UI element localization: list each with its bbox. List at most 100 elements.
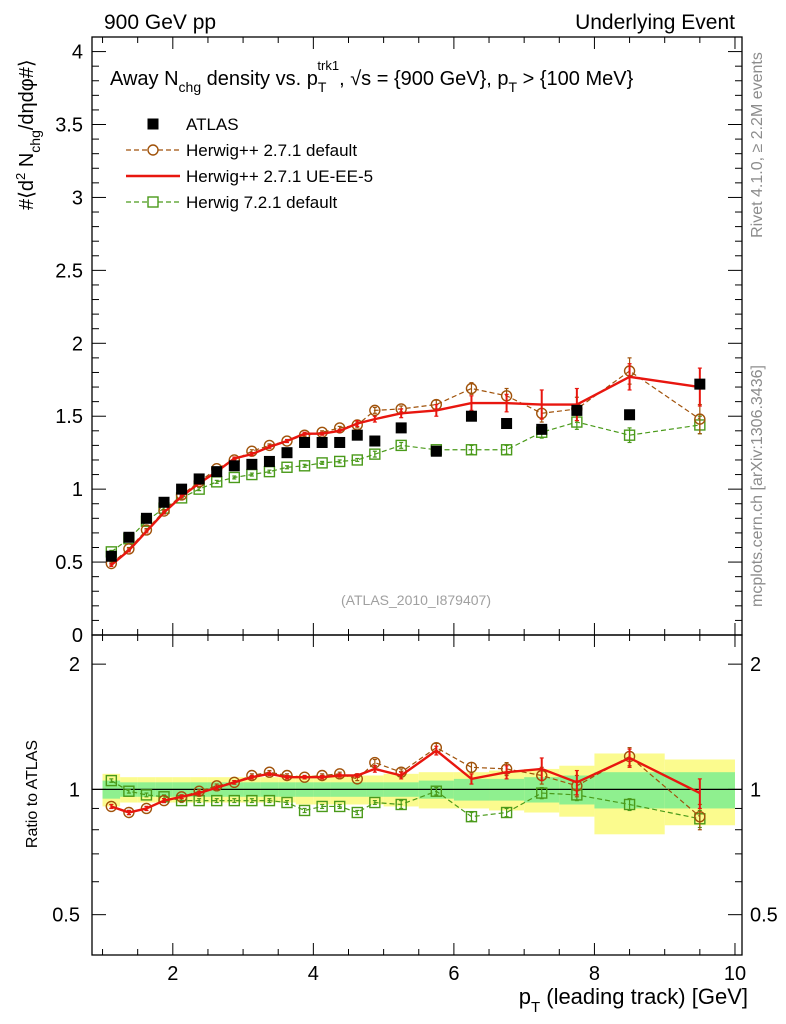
rivet-version-label: Rivet 4.1.0, ≥ 2.2M events	[749, 52, 766, 238]
x-tick-label: 4	[308, 963, 319, 985]
x-axis-label: pT (leading track) [GeV]	[519, 984, 748, 1016]
main-atlas-point	[536, 423, 548, 435]
main-atlas-point	[571, 404, 583, 416]
main-y-tick-label: 2	[72, 333, 83, 355]
ratio-marker-herwig-7-2-1-default	[246, 794, 258, 807]
main-marker-herwig-7-2-1-default	[395, 439, 407, 452]
main-atlas-point	[316, 436, 328, 448]
main-marker-herwig-7-2-1-default	[351, 454, 363, 466]
main-atlas-point	[158, 496, 170, 508]
main-y-tick-label: 0.5	[55, 552, 83, 574]
main-line-herwig-2-7-1-ue-ee-5	[110, 375, 701, 566]
ratio-line-herwig-2-7-1-ue-ee-5	[110, 749, 701, 814]
main-atlas-point	[246, 458, 258, 470]
ratio-marker-herwig-2-7-1-default	[334, 768, 346, 780]
x-tick-label: 8	[589, 963, 600, 985]
ratio-marker-herwig-2-7-1-default	[263, 766, 276, 778]
mcplots-reference-label: mcplots.cern.ch [arXiv:1306.3436]	[749, 365, 766, 607]
main-plot-series	[105, 357, 706, 570]
main-marker-herwig-7-2-1-default	[334, 455, 346, 468]
main-marker-herwig-2-7-1-default	[369, 404, 381, 417]
legend-marker-circle	[147, 144, 159, 156]
main-marker-herwig-7-2-1-default	[228, 471, 240, 484]
ratio-y-tick-label-right: 1	[750, 779, 761, 801]
ratio-marker-herwig-7-2-1-default	[316, 800, 328, 813]
main-atlas-point	[369, 435, 381, 447]
main-atlas-point	[694, 378, 706, 390]
main-atlas-point	[430, 445, 442, 457]
main-marker-herwig-2-7-1-default	[281, 435, 293, 447]
main-plot-axes: 0 0.5 1 1.5 2 2.5 3 3.5 4	[55, 37, 742, 647]
main-atlas-point	[123, 531, 135, 543]
main-y-tick-label: 4	[72, 42, 83, 64]
ratio-marker-herwig-7-2-1-default	[140, 789, 153, 801]
ratio-marker-herwig-7-2-1-default	[430, 785, 443, 797]
ratio-y-tick-label-right: 2	[750, 654, 761, 676]
main-atlas-point	[395, 422, 407, 434]
ratio-marker-herwig-2-7-1-default	[228, 776, 240, 789]
ratio-marker-herwig-7-2-1-default	[623, 798, 636, 811]
main-marker-herwig-7-2-1-default	[281, 461, 293, 473]
plot-title: Away Nchg density vs. pTtrk1, √s = {900 …	[110, 58, 634, 95]
main-atlas-point	[211, 466, 223, 478]
ratio-plot-frame	[91, 634, 743, 956]
main-marker-herwig-7-2-1-default	[369, 448, 381, 460]
main-marker-herwig-7-2-1-default	[465, 444, 478, 456]
main-atlas-point	[299, 436, 311, 448]
main-marker-herwig-2-7-1-default	[123, 543, 135, 555]
main-atlas-point	[140, 512, 152, 524]
legend-entry-label: Herwig++ 2.7.1 default	[186, 141, 357, 160]
main-marker-herwig-7-2-1-default	[500, 444, 513, 456]
ratio-plot-axes: 2 4 6 8 10 0.5 0.5 1 1 2 2	[52, 635, 778, 985]
main-y-tick-label: 0	[72, 625, 83, 647]
main-atlas-point	[176, 483, 188, 495]
main-atlas-point	[105, 550, 117, 562]
main-y-tick-label: 1.5	[55, 406, 83, 428]
ratio-marker-herwig-7-2-1-default	[298, 804, 311, 817]
x-tick-label: 6	[448, 963, 459, 985]
ratio-marker-herwig-7-2-1-default	[500, 806, 513, 819]
ratio-marker-herwig-7-2-1-default	[211, 794, 223, 807]
main-y-tick-label: 3	[72, 187, 83, 209]
ratio-marker-herwig-2-7-1-default	[105, 800, 118, 813]
ratio-y-tick-label-left: 2	[69, 654, 80, 676]
analysis-watermark: (ATLAS_2010_I879407)	[341, 592, 491, 608]
legend-marker-square	[147, 196, 159, 208]
ratio-y-tick-label-left: 0.5	[52, 905, 80, 927]
main-atlas-point	[351, 429, 363, 441]
main-line-herwig-7-2-1-default	[110, 421, 700, 553]
ratio-y-tick-label-left: 1	[69, 779, 80, 801]
legend: ATLAS Herwig++ 2.7.1 default Herwig++ 2.7.…	[126, 115, 373, 212]
x-tick-label: 2	[167, 963, 178, 985]
main-y-tick-label: 1	[72, 479, 83, 501]
main-atlas-point	[263, 455, 275, 467]
ratio-marker-herwig-2-7-1-default	[694, 810, 706, 823]
header-analysis-label: Underlying Event	[575, 11, 735, 34]
main-y-axis-label: #⟨d2 Nchg/dηdφ#⟩	[13, 59, 43, 210]
ratio-marker-herwig-7-2-1-default	[263, 794, 276, 807]
main-atlas-point	[281, 447, 293, 459]
main-atlas-point	[465, 410, 477, 422]
main-atlas-point	[334, 436, 346, 448]
legend-entry-label: ATLAS	[186, 115, 239, 134]
ratio-plot-series	[105, 741, 706, 831]
ratio-marker-herwig-7-2-1-default	[465, 810, 478, 823]
ratio-marker-herwig-7-2-1-default	[369, 796, 381, 809]
ratio-marker-herwig-7-2-1-default	[334, 800, 346, 813]
ratio-marker-herwig-7-2-1-default	[536, 787, 548, 799]
legend-marker-atlas	[147, 118, 159, 130]
legend-entry-label: Herwig++ 2.7.1 UE-EE-5	[186, 167, 373, 186]
main-marker-herwig-2-7-1-default	[694, 413, 706, 425]
main-marker-herwig-7-2-1-default	[623, 429, 636, 441]
main-line-herwig-2-7-1-default	[110, 370, 701, 564]
main-y-tick-label: 2.5	[55, 260, 83, 282]
main-marker-herwig-2-7-1-default	[465, 382, 478, 395]
ratio-marker-herwig-7-2-1-default	[351, 806, 363, 819]
ratio-marker-herwig-7-2-1-default	[228, 794, 240, 807]
main-marker-herwig-7-2-1-default	[316, 457, 328, 469]
main-marker-herwig-2-7-1-default	[140, 524, 153, 536]
ratio-marker-herwig-7-2-1-default	[123, 785, 135, 797]
main-atlas-point	[228, 460, 240, 472]
ratio-y-tick-label-right: 0.5	[750, 905, 778, 927]
